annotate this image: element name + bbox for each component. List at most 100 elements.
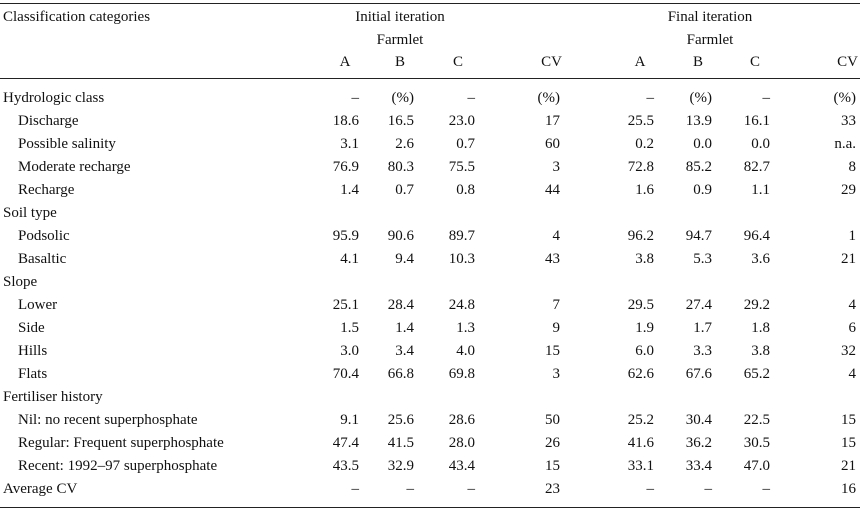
table-cell: 28.6 bbox=[448, 412, 475, 428]
final-farmlet-header: Farmlet bbox=[686, 32, 734, 48]
table-cell: 82.7 bbox=[743, 159, 770, 175]
col-header-final-b: B bbox=[692, 54, 703, 70]
table-cell: 6 bbox=[848, 320, 857, 336]
table-cell: 3 bbox=[552, 366, 561, 382]
table-cell: 47.4 bbox=[332, 435, 359, 451]
table-cell: 94.7 bbox=[685, 228, 712, 244]
table-cell: 96.4 bbox=[743, 228, 770, 244]
table-cell: – bbox=[704, 481, 713, 497]
row-label: Moderate recharge bbox=[18, 159, 131, 175]
table-cell: – bbox=[351, 90, 360, 106]
table-cell: 28.0 bbox=[448, 435, 475, 451]
row-label: Hills bbox=[18, 343, 48, 359]
table-cell: 16 bbox=[841, 481, 856, 497]
table-cell: 15 bbox=[841, 435, 856, 451]
table-cell: 0.2 bbox=[635, 136, 654, 152]
table-cell: 1.3 bbox=[456, 320, 475, 336]
table-cell: 21 bbox=[841, 458, 856, 474]
table-cell: 1 bbox=[848, 228, 857, 244]
table-cell: 0.8 bbox=[456, 182, 475, 198]
table-cell: 23.0 bbox=[448, 113, 475, 129]
row-label: Recharge bbox=[18, 182, 75, 198]
table-cell: 25.6 bbox=[387, 412, 414, 428]
table-cell: 36.2 bbox=[685, 435, 712, 451]
table-cell: n.a. bbox=[834, 136, 856, 152]
table-cell: (%) bbox=[537, 90, 561, 106]
col-header-final-a: A bbox=[634, 54, 646, 70]
initial-iteration-header: Initial iteration bbox=[355, 9, 445, 25]
table-cell: 43.5 bbox=[332, 458, 359, 474]
table-cell: 3.1 bbox=[340, 136, 359, 152]
table-cell: 25.5 bbox=[627, 113, 654, 129]
table-cell: 33.1 bbox=[627, 458, 654, 474]
table-cell: 24.8 bbox=[448, 297, 475, 313]
table-cell: – bbox=[646, 481, 655, 497]
table-cell: 0.0 bbox=[751, 136, 770, 152]
table-cell: 66.8 bbox=[387, 366, 414, 382]
table-cell: 33 bbox=[841, 113, 856, 129]
table-cell: 15 bbox=[841, 412, 856, 428]
table-cell: 25.2 bbox=[627, 412, 654, 428]
table-cell: 90.6 bbox=[387, 228, 414, 244]
table-cell: (%) bbox=[689, 90, 713, 106]
table-cell: 3.3 bbox=[693, 343, 712, 359]
table-cell: 26 bbox=[545, 435, 560, 451]
table-cell: 15 bbox=[545, 343, 560, 359]
section-label: Soil type bbox=[3, 205, 57, 221]
table-cell: 0.7 bbox=[395, 182, 414, 198]
table-cell: 33.4 bbox=[685, 458, 712, 474]
section-label: Fertiliser history bbox=[3, 389, 103, 405]
table-cell: 22.5 bbox=[743, 412, 770, 428]
table-cell: – bbox=[467, 481, 476, 497]
table-cell: 15 bbox=[545, 458, 560, 474]
table-cell: 9 bbox=[552, 320, 561, 336]
section-label: Slope bbox=[3, 274, 38, 290]
table-cell: 30.5 bbox=[743, 435, 770, 451]
table-cell: 70.4 bbox=[332, 366, 359, 382]
table-cell: 3.8 bbox=[635, 251, 654, 267]
table-cell: 44 bbox=[545, 182, 560, 198]
table-cell: 76.9 bbox=[332, 159, 359, 175]
table-cell: 1.7 bbox=[693, 320, 712, 336]
table-cell: 7 bbox=[552, 297, 561, 313]
table-cell: 96.2 bbox=[627, 228, 654, 244]
table-cell: 75.5 bbox=[448, 159, 475, 175]
row-label: Basaltic bbox=[18, 251, 67, 267]
col-header-initial-cv: CV bbox=[541, 54, 562, 70]
top-rule bbox=[0, 3, 860, 4]
table-cell: 47.0 bbox=[743, 458, 770, 474]
table-cell: (%) bbox=[833, 90, 857, 106]
table-cell: 3.0 bbox=[340, 343, 359, 359]
table-cell: 25.1 bbox=[332, 297, 359, 313]
final-iteration-header: Final iteration bbox=[667, 9, 753, 25]
table-cell: 9.1 bbox=[340, 412, 359, 428]
table-cell: 95.9 bbox=[332, 228, 359, 244]
col-header-final-c: C bbox=[749, 54, 760, 70]
table-cell: – bbox=[467, 90, 476, 106]
table-cell: 43.4 bbox=[448, 458, 475, 474]
table-cell: 17 bbox=[545, 113, 560, 129]
col-header-initial-a: A bbox=[339, 54, 351, 70]
row-label: Lower bbox=[18, 297, 58, 313]
table-cell: 67.6 bbox=[685, 366, 712, 382]
table-cell: 85.2 bbox=[685, 159, 712, 175]
table-cell: 16.5 bbox=[387, 113, 414, 129]
bottom-rule bbox=[0, 507, 860, 508]
table-cell: 0.7 bbox=[456, 136, 475, 152]
table-cell: 0.0 bbox=[693, 136, 712, 152]
table-cell: 10.3 bbox=[448, 251, 475, 267]
table-cell: 13.9 bbox=[685, 113, 712, 129]
row-label: Possible salinity bbox=[18, 136, 116, 152]
table-cell: 1.4 bbox=[395, 320, 414, 336]
section-label: Average CV bbox=[3, 481, 78, 497]
table-cell: 50 bbox=[545, 412, 560, 428]
row-label: Regular: Frequent superphosphate bbox=[18, 435, 224, 451]
table-cell: 1.8 bbox=[751, 320, 770, 336]
table-cell: 41.5 bbox=[387, 435, 414, 451]
row-label: Discharge bbox=[18, 113, 79, 129]
table-cell: 4 bbox=[848, 297, 857, 313]
table-cell: 4 bbox=[552, 228, 561, 244]
header-rule bbox=[0, 78, 860, 79]
table-cell: 89.7 bbox=[448, 228, 475, 244]
table-cell: (%) bbox=[391, 90, 415, 106]
